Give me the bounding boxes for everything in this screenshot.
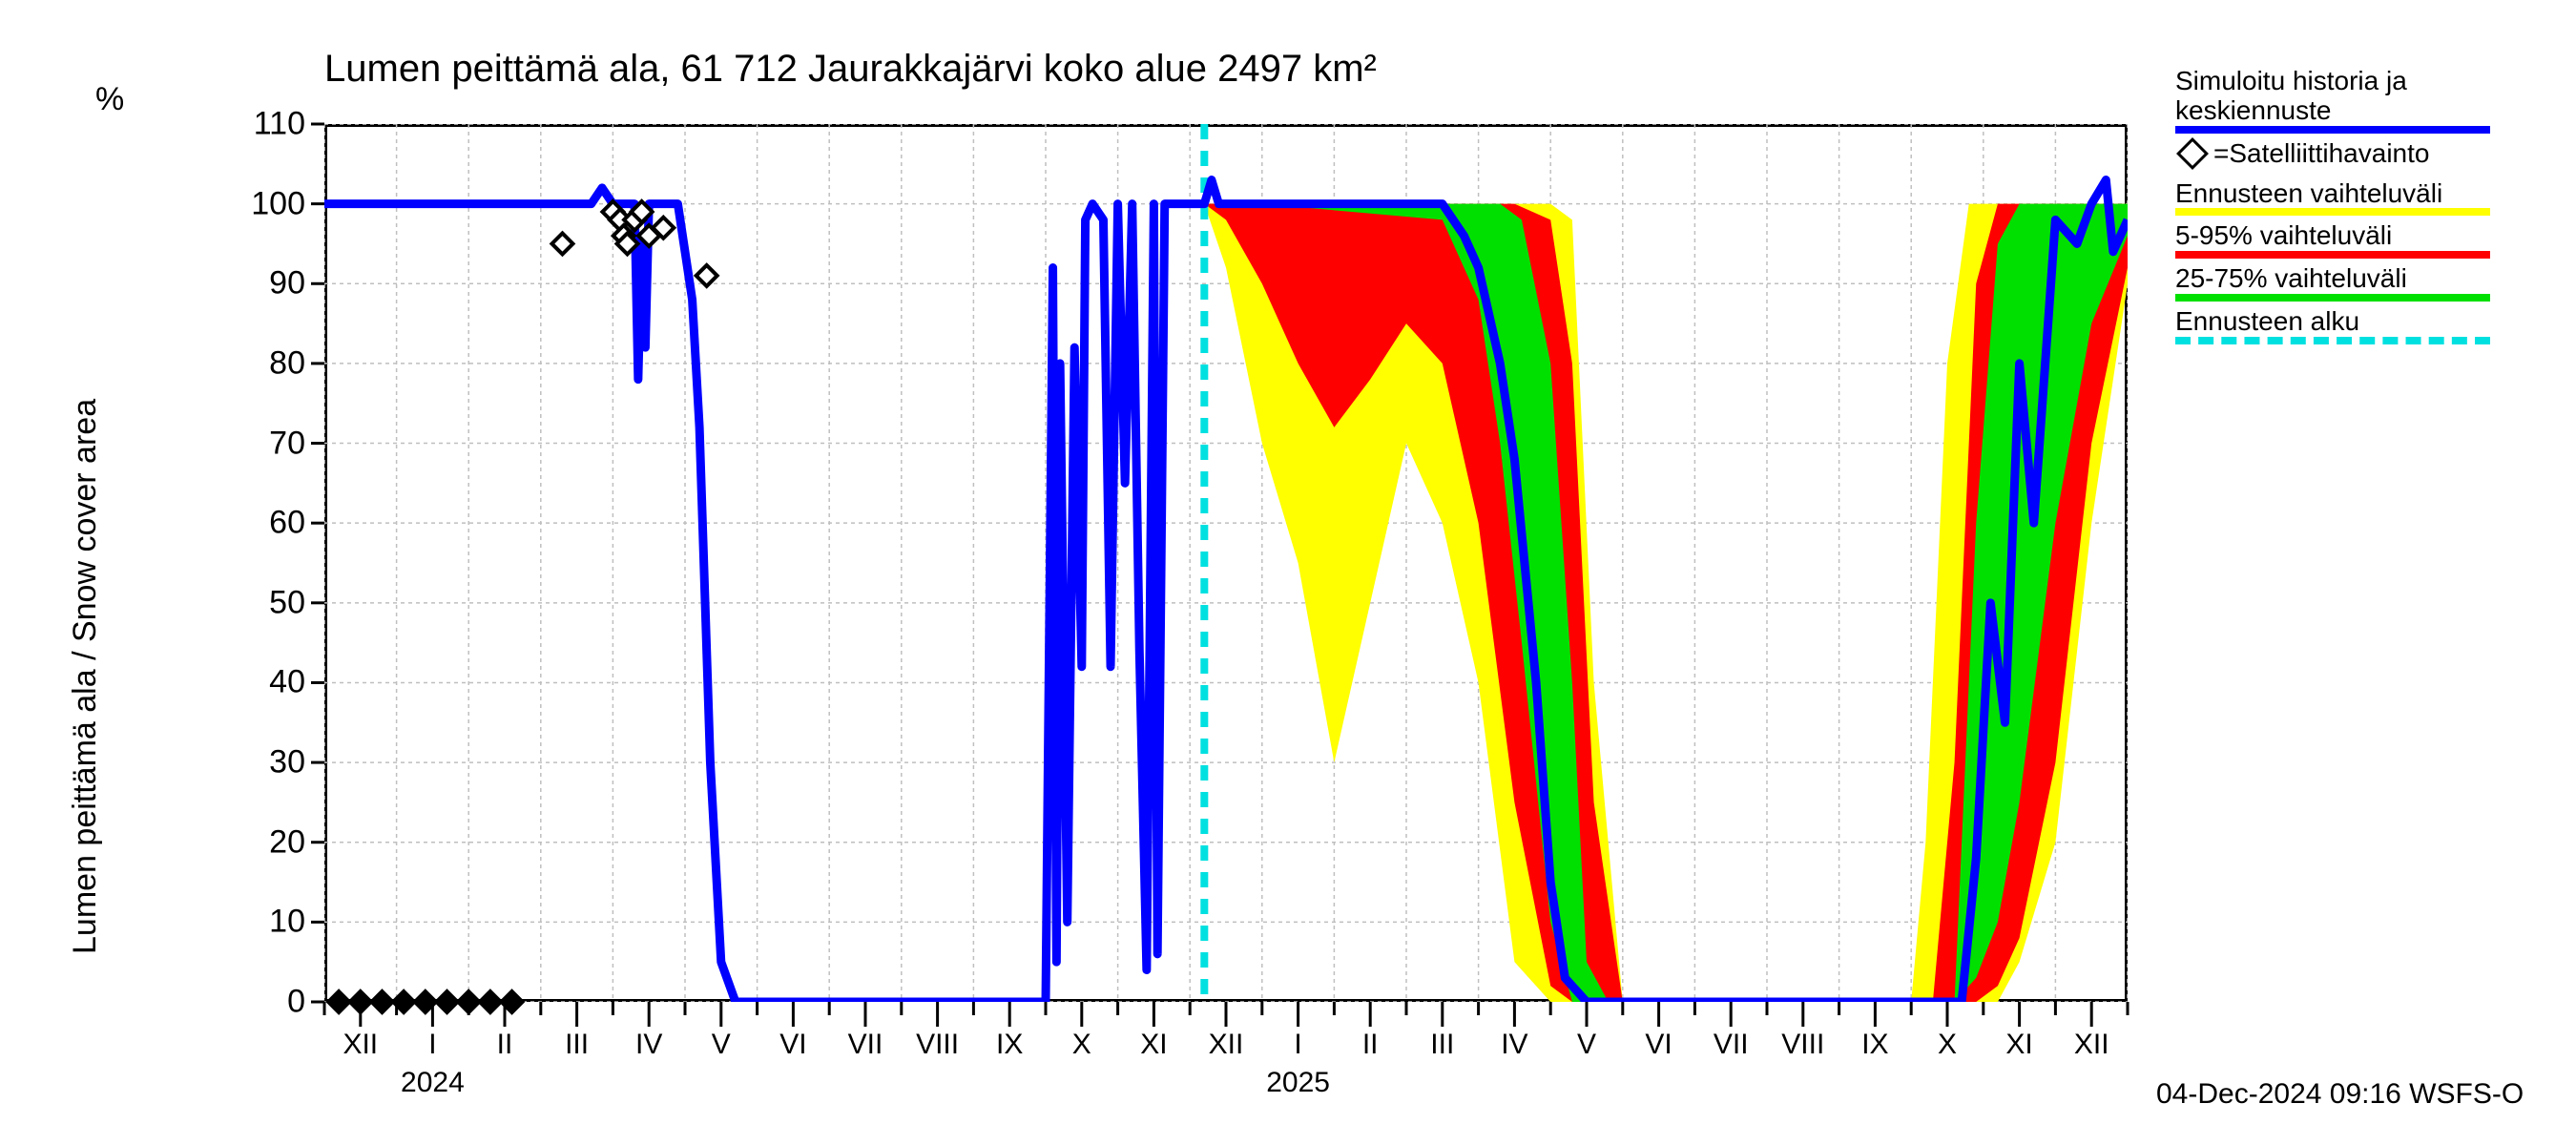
- legend-label: 5-95% vaihteluväli: [2175, 221, 2519, 251]
- x-tick-label: XII: [1209, 1029, 1244, 1061]
- x-tick-label: III: [565, 1029, 589, 1061]
- x-tick-label: VI: [1645, 1029, 1672, 1061]
- legend-item: 5-95% vaihteluväli: [2175, 221, 2519, 259]
- x-tick-label: III: [1430, 1029, 1454, 1061]
- chart-container: Lumen peittämä ala, 61 712 Jaurakkajärvi…: [0, 0, 2576, 1145]
- x-year-label: 2025: [1266, 1067, 1330, 1099]
- x-tick-label: VIII: [1781, 1029, 1824, 1061]
- legend-item: Simuloitu historia jakeskiennuste: [2175, 67, 2519, 134]
- legend-label: Ennusteen vaihteluväli: [2175, 179, 2519, 209]
- x-tick-label: VII: [1714, 1029, 1749, 1061]
- plot-svg: [324, 124, 2128, 1002]
- x-tick-label: V: [1577, 1029, 1596, 1061]
- legend-swatch: [2175, 251, 2490, 259]
- legend-label: Ennusteen alku: [2175, 307, 2519, 337]
- x-tick-label: VIII: [916, 1029, 959, 1061]
- timestamp: 04-Dec-2024 09:16 WSFS-O: [2156, 1078, 2524, 1111]
- legend-swatch: [2175, 208, 2490, 216]
- legend-item: Ennusteen alku: [2175, 307, 2519, 344]
- x-tick-label: XI: [1140, 1029, 1167, 1061]
- x-year-label: 2024: [401, 1067, 465, 1099]
- x-tick-label: X: [1072, 1029, 1091, 1061]
- diamond-icon: [2176, 137, 2209, 170]
- legend-swatch: [2175, 337, 2490, 344]
- x-tick-label: I: [1294, 1029, 1301, 1061]
- x-tick-label: V: [712, 1029, 731, 1061]
- x-tick-label: II: [1362, 1029, 1379, 1061]
- legend-swatch: [2175, 126, 2490, 134]
- x-tick-label: XI: [2005, 1029, 2032, 1061]
- x-tick-label: I: [428, 1029, 436, 1061]
- x-tick-label: IV: [635, 1029, 662, 1061]
- x-tick-label: II: [497, 1029, 513, 1061]
- legend-item: 25-75% vaihteluväli: [2175, 264, 2519, 302]
- legend-label: 25-75% vaihteluväli: [2175, 264, 2519, 294]
- legend-swatch: [2175, 294, 2490, 302]
- x-tick-label: IX: [1861, 1029, 1888, 1061]
- x-tick-label: VI: [779, 1029, 806, 1061]
- x-tick-label: XII: [343, 1029, 378, 1061]
- legend: Simuloitu historia jakeskiennuste =Satell…: [2175, 67, 2519, 350]
- legend-item: =Satelliittihavainto: [2175, 139, 2519, 174]
- x-tick-label: X: [1938, 1029, 1957, 1061]
- x-tick-label: IX: [996, 1029, 1023, 1061]
- x-tick-label: IV: [1501, 1029, 1527, 1061]
- legend-label: Simuloitu historia ja: [2175, 67, 2519, 96]
- legend-label: =Satelliittihavainto: [2213, 139, 2429, 169]
- x-tick-label: XII: [2074, 1029, 2109, 1061]
- legend-item: Ennusteen vaihteluväli: [2175, 179, 2519, 217]
- x-tick-label: VII: [848, 1029, 883, 1061]
- legend-label: keskiennuste: [2175, 96, 2519, 126]
